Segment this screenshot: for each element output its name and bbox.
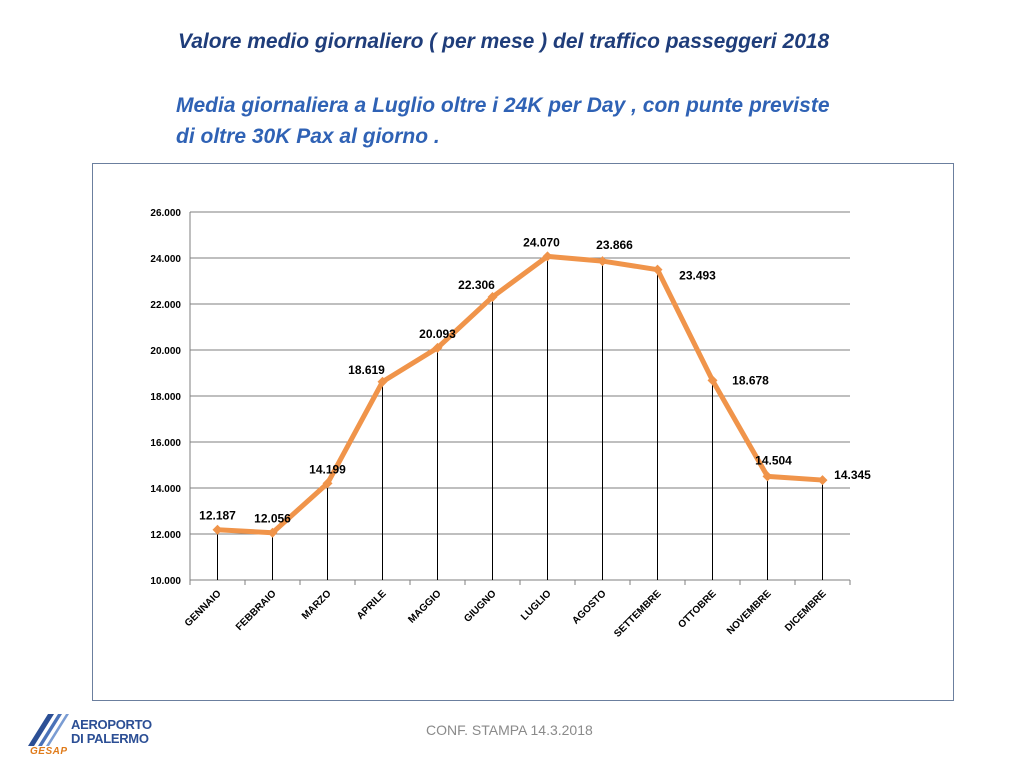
- x-axis-ticks: [189, 580, 851, 585]
- y-tick-label: 18.000: [150, 392, 181, 403]
- x-tick-label: MAGGIO: [406, 588, 443, 625]
- data-point: [762, 471, 773, 482]
- y-tick-label: 12.000: [150, 530, 181, 541]
- data-point: [267, 527, 278, 538]
- data-label: 20.093: [419, 327, 456, 341]
- data-point: [212, 524, 223, 535]
- drop-lines: [217, 256, 823, 580]
- x-tick-label: SETTEMBRE: [612, 588, 664, 640]
- data-label: 23.866: [596, 238, 633, 252]
- data-label: 14.504: [755, 453, 792, 467]
- subtitle-line-2: di oltre 30K Pax al giorno .: [176, 125, 440, 148]
- series-line: [215, 253, 825, 536]
- x-tick-label: OTTOBRE: [676, 588, 718, 630]
- data-label: 18.678: [732, 373, 769, 387]
- data-point: [377, 376, 388, 387]
- x-tick-label: FEBBRAIO: [234, 588, 279, 633]
- data-labels: 12.187 12.056 14.199 18.619 20.093 22.306 24.0…: [199, 235, 871, 525]
- data-label: 14.199: [309, 462, 346, 476]
- data-markers: [212, 251, 828, 538]
- y-tick-label: 16.000: [150, 438, 181, 449]
- data-point: [652, 264, 663, 275]
- data-point: [542, 251, 553, 262]
- x-tick-label: LUGLIO: [519, 588, 554, 623]
- data-point: [322, 478, 333, 489]
- page-title: Valore medio giornaliero ( per mese ) de…: [178, 30, 830, 53]
- y-tick-label: 26.000: [150, 208, 181, 219]
- x-tick-label: GIUGNO: [462, 588, 499, 625]
- y-axis-labels: 10.000 12.000 14.000 16.000 18.000 20.000 22.0…: [150, 208, 181, 587]
- logo-text: AEROPORTO DI PALERMO: [71, 718, 152, 746]
- x-tick-label: APRILE: [355, 588, 389, 622]
- logo-subtext: GESAP: [30, 746, 68, 757]
- data-label: 18.619: [348, 363, 385, 377]
- data-label: 22.306: [458, 278, 495, 292]
- data-point: [597, 256, 608, 267]
- x-tick-label: MARZO: [300, 588, 334, 622]
- gridlines: [190, 211, 850, 581]
- x-tick-label: NOVEMBRE: [725, 588, 774, 637]
- data-label: 12.056: [254, 512, 291, 526]
- y-tick-label: 10.000: [150, 576, 181, 587]
- page-subtitle: Media giornaliera a Luglio oltre i 24K p…: [176, 90, 896, 152]
- data-label: 14.345: [834, 468, 871, 482]
- logo-stripes-icon: [28, 714, 69, 746]
- line-chart: 10.000 12.000 14.000 16.000 18.000 20.000 22.0…: [150, 208, 871, 640]
- logo-line-1: AEROPORTO: [71, 717, 152, 732]
- subtitle-line-1: Media giornaliera a Luglio oltre i 24K p…: [176, 94, 830, 117]
- y-tick-label: 14.000: [150, 484, 181, 495]
- data-label: 23.493: [679, 269, 716, 283]
- y-tick-label: 24.000: [150, 254, 181, 265]
- x-tick-label: AGOSTO: [570, 588, 608, 626]
- footer-text: CONF. STAMPA 14.3.2018: [426, 722, 593, 738]
- data-label: 12.187: [199, 509, 236, 523]
- x-axis-labels: GENNAIO FEBBRAIO MARZO APRILE MAGGIO GIUGNO LU…: [183, 588, 829, 640]
- logo-line-2: DI PALERMO: [71, 731, 149, 746]
- chart-frame: 10.000 12.000 14.000 16.000 18.000 20.000 22.0…: [92, 163, 954, 701]
- data-point: [707, 375, 718, 386]
- data-point: [487, 291, 498, 302]
- x-tick-label: GENNAIO: [183, 588, 224, 629]
- x-tick-label: DICEMBRE: [783, 588, 829, 634]
- data-point: [817, 475, 828, 486]
- data-label: 24.070: [523, 235, 560, 249]
- airport-logo: AEROPORTO DI PALERMO GESAP: [26, 712, 156, 760]
- y-tick-label: 20.000: [150, 346, 181, 357]
- data-point: [432, 342, 443, 353]
- y-tick-label: 22.000: [150, 300, 181, 311]
